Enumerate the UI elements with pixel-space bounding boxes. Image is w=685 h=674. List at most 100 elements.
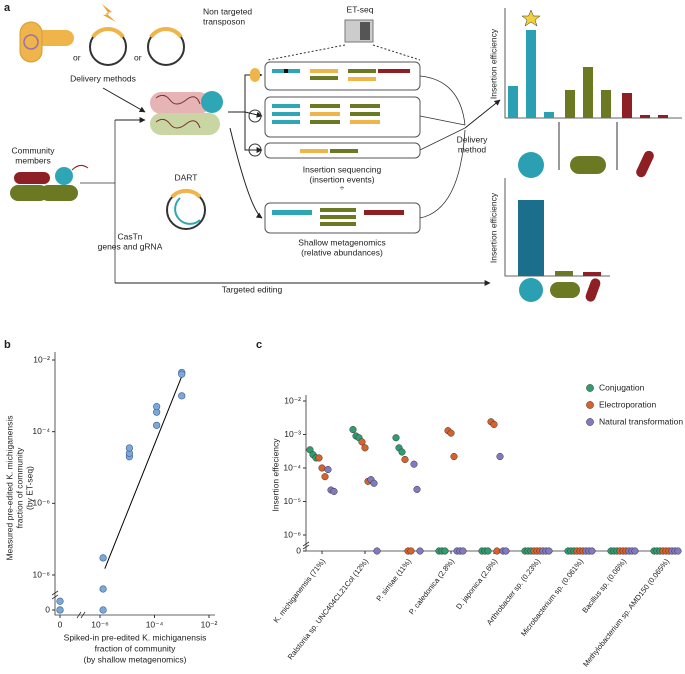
- point: [349, 426, 357, 434]
- zoom-lines: [267, 44, 421, 61]
- delivery-methods-label: Delivery methods: [70, 73, 136, 83]
- y-tick-label: 10⁻⁴: [32, 426, 50, 436]
- point: [496, 452, 504, 461]
- x-tick-label: 10⁻²: [201, 619, 218, 629]
- point: [153, 403, 161, 411]
- axis-break: [302, 541, 310, 550]
- point: [502, 547, 510, 555]
- point: [484, 547, 492, 555]
- x-tick-label: 10⁻⁴: [146, 619, 164, 629]
- panel-label: c: [256, 339, 262, 351]
- point: [56, 606, 64, 614]
- point: [99, 554, 107, 562]
- point: [324, 465, 332, 474]
- sequencer-icon: [360, 22, 370, 40]
- point: [413, 485, 421, 493]
- flow-arrow: [244, 112, 263, 153]
- point: [178, 370, 186, 378]
- point: [631, 547, 639, 555]
- point: [373, 547, 381, 555]
- y-tick-label: 0: [296, 545, 301, 555]
- y-tick-label: 10⁻⁴: [283, 462, 301, 472]
- fit-line: [104, 376, 183, 569]
- merge-lines: [419, 75, 466, 219]
- point: [441, 547, 449, 555]
- point: [447, 429, 455, 437]
- transposon-arc: [149, 27, 183, 39]
- mini-axis: [504, 178, 610, 277]
- or-text: or: [73, 52, 81, 62]
- y-axis-label: fraction of community: [14, 447, 24, 529]
- community-label: Community: [12, 145, 56, 155]
- point: [321, 473, 329, 481]
- insertion-box: [264, 61, 421, 91]
- point: [407, 547, 415, 555]
- shallow-metagenomics-label: (relative abundances): [301, 247, 383, 257]
- shallow-metagenomics-label: Shallow metagenomics: [298, 237, 385, 247]
- donor-cell: [19, 21, 43, 63]
- point: [410, 460, 418, 468]
- point: [361, 444, 369, 452]
- axis: [54, 352, 215, 616]
- x-tick-label: Methylobacterium sp. AMD150 (0.065%): [581, 557, 671, 669]
- community-label: members: [15, 155, 50, 165]
- panel-label: a: [4, 2, 11, 14]
- x-tick-label: Bacillus sp. (0.06%): [580, 557, 628, 615]
- point: [398, 448, 406, 456]
- y-tick-label: 10⁻⁶: [33, 498, 50, 508]
- point: [358, 438, 366, 446]
- insertion-box: [264, 96, 421, 138]
- donor-icons: [248, 68, 262, 157]
- point: [493, 547, 501, 555]
- point: [416, 547, 424, 555]
- flagellum: [71, 164, 89, 171]
- star-icon: [521, 9, 541, 27]
- x-tick-label: P. caledonica (2.8%): [407, 557, 456, 617]
- y-tick-label: 10⁻⁸: [32, 569, 50, 579]
- mixture: [201, 91, 223, 113]
- point: [490, 420, 498, 428]
- point: [401, 455, 409, 463]
- delivery-method-label: Delivery: [457, 134, 488, 144]
- point: [99, 606, 107, 614]
- mini-bars: [518, 200, 601, 276]
- cell: [55, 167, 73, 185]
- x-axis-label: (by shallow metagenomics): [84, 654, 187, 664]
- point: [178, 392, 186, 400]
- panel-a: a or or Non targeted transposon Delivery…: [4, 2, 682, 302]
- targeted-editing-label: Targeted editing: [222, 284, 283, 294]
- point: [318, 464, 326, 472]
- transposon-label: Non targeted: [203, 6, 252, 16]
- mini-bars: [508, 30, 668, 118]
- transposon-label: transposon: [203, 16, 245, 26]
- x-axis-label: Spiked-in pre-edited K. michiganensis: [64, 632, 207, 642]
- y-tick-label: 10⁻²: [33, 354, 50, 364]
- separator: [558, 122, 618, 170]
- flow-arrow: [229, 127, 263, 219]
- mixture-texture: [155, 94, 201, 129]
- point: [450, 452, 458, 461]
- cell-icon: [550, 282, 580, 298]
- mixture: [150, 113, 220, 135]
- cas-arc: [174, 197, 201, 225]
- legend-marker: [586, 418, 594, 426]
- y-tick-label: 0: [45, 604, 50, 614]
- y-tick-label: 10⁻²: [284, 395, 301, 405]
- cell-icon: [570, 156, 606, 174]
- mini-axis-label: Insertion efficiency: [488, 28, 498, 99]
- mini-axis-label: Insertion efficiency: [488, 192, 498, 263]
- point: [588, 547, 596, 555]
- x-tick-label: 10⁻⁶: [91, 619, 108, 629]
- y-tick-label: 10⁻³: [284, 429, 301, 439]
- point: [99, 585, 107, 593]
- x-tick-label: 0: [58, 619, 63, 629]
- y-axis-label: Measured pre-edited K. michiganensis: [4, 415, 14, 560]
- insertion-box: [264, 142, 421, 159]
- y-tick-label: 10⁻⁵: [284, 496, 301, 506]
- point: [125, 444, 134, 452]
- x-tick-label: Ralstonia sp. UNC404CL21Col (12%): [286, 557, 371, 662]
- y-tick-label: 10⁻⁶: [284, 529, 301, 539]
